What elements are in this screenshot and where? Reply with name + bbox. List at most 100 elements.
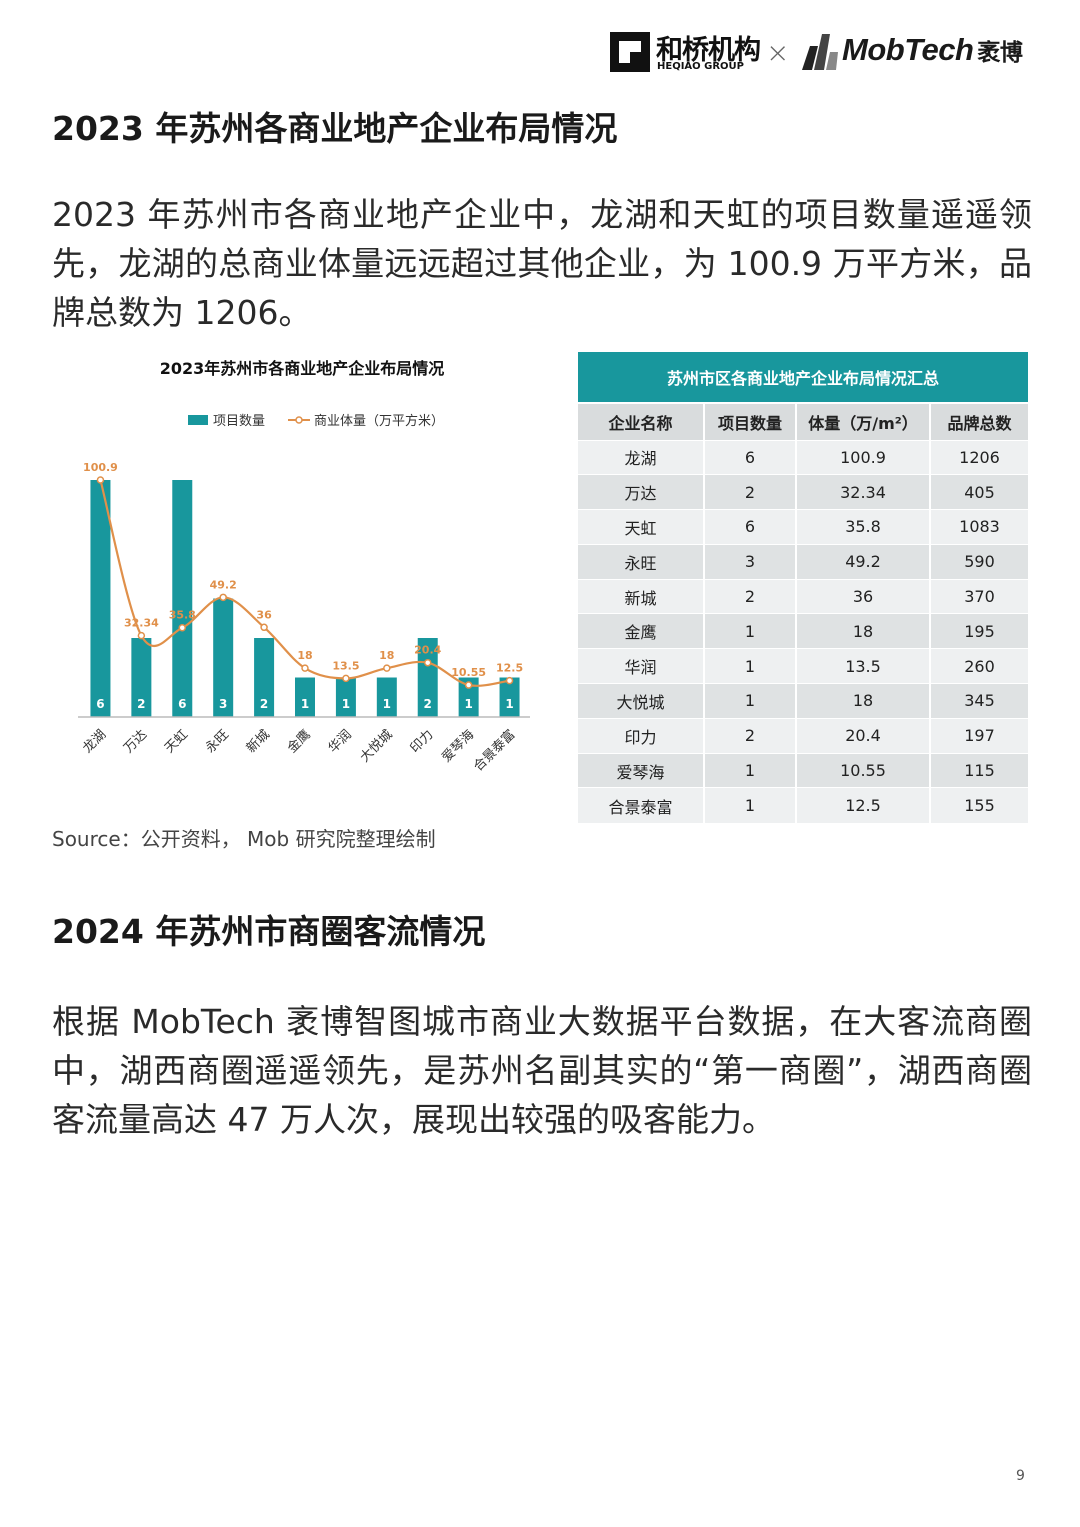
bar-value-label: 1 — [383, 697, 391, 711]
section1-paragraph: 2023 年苏州市各商业地产企业中，龙湖和天虹的项目数量遥遥领先，龙湖的总商业体… — [52, 195, 1032, 332]
table-cell: 华润 — [578, 648, 705, 684]
table-cell: 印力 — [578, 717, 705, 754]
line-point — [137, 631, 146, 640]
mobtech-logo-cn: 袤博 — [977, 39, 1023, 65]
table-cell: 6 — [704, 509, 797, 545]
table-cell: 590 — [930, 543, 1028, 580]
line-value-label: 20.4 — [414, 644, 441, 657]
line-point — [219, 593, 227, 602]
line-value-label: 12.5 — [496, 662, 523, 675]
legend-line-label: 商业体量（万平方米） — [314, 413, 444, 429]
table-row: 大悦城 1 18 345 — [578, 683, 1028, 719]
bar-value-label: 1 — [301, 697, 309, 711]
table-cell: 10.55 — [796, 752, 931, 788]
line-point — [383, 664, 391, 672]
bar-value-label: 6 — [178, 697, 186, 711]
line-value-label: 18 — [379, 649, 394, 662]
x-tick-label: 合景泰富 — [470, 727, 518, 775]
table-cell: 永旺 — [578, 543, 705, 580]
table-cell: 1 — [704, 648, 797, 684]
line-value-label: 10.55 — [451, 666, 486, 679]
bar — [213, 598, 234, 717]
source-note: Source：公开资料， Mob 研究院整理绘制 — [52, 827, 436, 851]
heqiao-logo: 和桥机构 HEQIAO GROUP — [610, 32, 761, 74]
bar-value-label: 6 — [96, 697, 104, 711]
section2-title: 2024 年苏州市商圈客流情况 — [52, 912, 486, 951]
layout-chart: 2023年苏州市各商业地产企业布局情况 项目数量 商业体量（万平方米） 6 2 6 3 2 1 1… — [52, 350, 552, 820]
table-cell: 6 — [704, 439, 797, 475]
table-cell: 1 — [704, 752, 797, 788]
table-row: 金鹰 1 18 195 — [578, 613, 1028, 649]
table-cell: 155 — [930, 787, 1028, 823]
table-cell: 合景泰富 — [578, 787, 705, 823]
bar — [335, 677, 356, 717]
mobtech-logo-text: MobTech 袤博 — [842, 32, 1023, 68]
bar — [90, 480, 111, 717]
logo-separator: × — [766, 36, 790, 69]
line-value-label: 13.5 — [332, 659, 359, 672]
line-value-label: 35.8 — [169, 609, 196, 622]
table-row: 永旺 3 49.2 590 — [578, 543, 1028, 580]
table-cell: 2 — [704, 474, 797, 510]
table-cell: 260 — [930, 648, 1028, 684]
x-tick-label: 金鹰 — [284, 727, 314, 757]
table-cell: 天虹 — [578, 509, 705, 545]
bar-value-label: 1 — [342, 697, 350, 711]
table-row: 印力 2 20.4 197 — [578, 717, 1028, 754]
table-cell: 49.2 — [796, 543, 931, 580]
table-header-cell: 项目数量 — [704, 404, 797, 440]
line-point — [96, 476, 105, 484]
x-tick-label: 万达 — [121, 727, 150, 756]
line-point — [260, 623, 268, 632]
line-value-label: 36 — [256, 608, 272, 621]
line-value-label: 49.2 — [210, 578, 237, 591]
table-cell: 12.5 — [796, 787, 931, 823]
table-cell: 1206 — [930, 439, 1028, 475]
table-cell: 195 — [930, 613, 1028, 649]
table-cell: 20.4 — [796, 717, 931, 754]
line-value-label: 18 — [297, 649, 312, 662]
section1-title: 2023 年苏州各商业地产企业布局情况 — [52, 109, 618, 148]
line-point — [178, 623, 187, 632]
legend-bar-swatch — [188, 415, 208, 425]
bar-value-label: 2 — [424, 697, 432, 711]
table-row: 龙湖 6 100.9 1206 — [578, 439, 1028, 475]
heqiao-logo-en: HEQIAO GROUP — [657, 61, 745, 72]
table-grid: 企业名称 项目数量 体量（万/m²） 品牌总数 龙湖 6 100.9 1206 万达 2 3… — [578, 404, 1028, 823]
table-cell: 405 — [930, 474, 1028, 510]
table-cell: 1 — [704, 683, 797, 719]
table-header-cell: 企业名称 — [578, 404, 705, 440]
legend-bar-label: 项目数量 — [213, 414, 265, 429]
table-header-cell: 品牌总数 — [930, 404, 1028, 440]
heqiao-logo-cn: 和桥机构 — [656, 35, 761, 66]
line-point — [505, 676, 514, 685]
table-cell: 2 — [704, 717, 797, 754]
line-value-label: 100.9 — [83, 461, 118, 474]
x-tick-label: 新城 — [243, 727, 273, 757]
x-tick-label: 永旺 — [203, 727, 232, 756]
line-point — [423, 658, 432, 667]
line-value-label: 32.34 — [124, 617, 159, 630]
mobtech-logo-mark-icon — [802, 34, 838, 70]
bar — [131, 638, 152, 717]
table-cell: 1083 — [930, 509, 1028, 545]
legend-line-marker — [295, 416, 303, 424]
table-cell: 35.8 — [796, 509, 931, 545]
summary-table: 苏州市区各商业地产企业布局情况汇总 企业名称 项目数量 体量（万/m²） 品牌总… — [578, 352, 1028, 823]
heqiao-logo-mark-icon — [610, 32, 650, 72]
bar-value-label: 3 — [219, 697, 227, 711]
x-tick-label: 大悦城 — [357, 727, 395, 765]
table-header-cell: 体量（万/m²） — [796, 404, 931, 440]
table-cell: 金鹰 — [578, 613, 705, 649]
section2-paragraph: 根据 MobTech 袤博智图城市商业大数据平台数据，在大客流商圈中，湖西商圈遥… — [52, 1002, 1032, 1139]
table-cell: 115 — [930, 752, 1028, 788]
table-row: 天虹 6 35.8 1083 — [578, 509, 1028, 545]
table-cell: 32.34 — [796, 474, 931, 510]
bar — [417, 638, 438, 717]
table-row: 爱琴海 1 10.55 115 — [578, 752, 1028, 788]
header-logos: 和桥机构 HEQIAO GROUP × MobTech 袤博 — [610, 30, 1030, 76]
x-tick-label: 爱琴海 — [439, 727, 477, 765]
line-point — [301, 664, 309, 672]
table-cell: 龙湖 — [578, 439, 705, 475]
